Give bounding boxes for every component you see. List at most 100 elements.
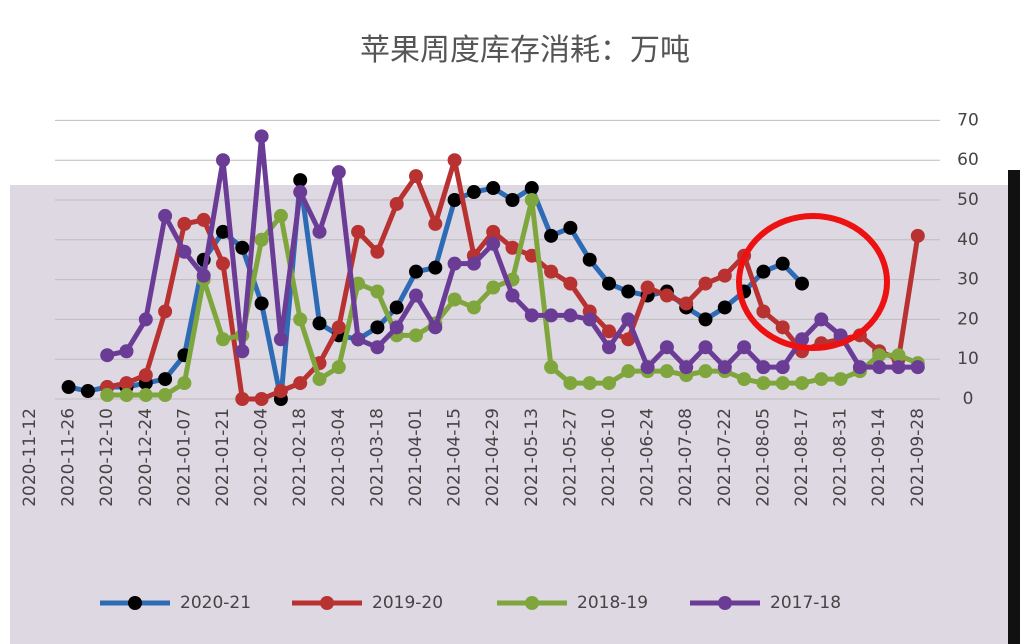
- x-tick-label: 2021-09-28: [908, 408, 928, 507]
- legend-label: 2020-21: [180, 593, 251, 613]
- data-point: [756, 376, 771, 391]
- x-tick-label: 2021-02-04: [252, 408, 272, 507]
- data-point: [293, 376, 308, 391]
- data-point: [621, 364, 636, 379]
- data-point: [737, 340, 752, 355]
- data-point: [544, 228, 559, 243]
- data-point: [216, 224, 230, 239]
- data-point: [273, 208, 288, 223]
- data-point: [795, 276, 809, 291]
- x-tick-label: 2021-07-08: [676, 408, 696, 507]
- data-point: [679, 296, 694, 311]
- y-tick-label: 0: [963, 389, 974, 409]
- data-point: [505, 240, 520, 255]
- data-point: [582, 312, 597, 327]
- data-point: [795, 376, 809, 391]
- data-point: [119, 344, 134, 359]
- x-tick-label: 2021-05-27: [560, 408, 580, 507]
- data-point: [872, 348, 887, 363]
- data-point: [833, 328, 848, 343]
- data-point: [312, 224, 327, 239]
- legend-marker: [128, 596, 142, 610]
- y-tick-label: 50: [957, 190, 979, 210]
- data-point: [312, 372, 327, 387]
- data-point: [216, 256, 230, 271]
- data-point: [466, 256, 481, 271]
- data-point: [293, 312, 308, 327]
- data-point: [621, 332, 636, 347]
- data-point: [891, 348, 906, 363]
- data-point: [775, 360, 790, 375]
- y-tick-label: 70: [957, 110, 979, 130]
- data-point: [814, 372, 829, 387]
- data-point: [505, 288, 520, 303]
- data-point: [428, 216, 443, 231]
- data-point: [100, 348, 115, 363]
- x-tick-label: 2021-08-05: [753, 408, 773, 507]
- data-point: [563, 220, 578, 235]
- data-point: [409, 169, 423, 184]
- data-point: [717, 268, 732, 283]
- data-point: [389, 300, 404, 315]
- x-tick-label: 2021-09-14: [869, 408, 889, 507]
- data-point: [447, 256, 462, 271]
- x-tick-label: 2021-04-15: [445, 408, 465, 507]
- data-point: [177, 376, 192, 391]
- data-point: [216, 332, 230, 347]
- data-point: [428, 320, 443, 335]
- data-point: [370, 340, 385, 355]
- y-tick-label: 40: [957, 230, 979, 250]
- data-point: [389, 196, 404, 211]
- data-point: [640, 360, 655, 375]
- data-point: [235, 392, 250, 406]
- data-point: [158, 388, 173, 403]
- data-point: [293, 173, 308, 188]
- data-point: [524, 193, 539, 207]
- x-tick-label: 2020-12-10: [97, 408, 117, 507]
- data-point: [119, 388, 134, 403]
- legend-marker: [525, 596, 539, 610]
- x-tick-label: 2021-04-01: [406, 408, 426, 507]
- x-tick-label: 2020-11-12: [20, 408, 40, 507]
- legend-label: 2017-18: [770, 593, 841, 613]
- data-point: [910, 228, 925, 243]
- data-point: [698, 276, 713, 291]
- data-point: [775, 320, 790, 335]
- data-point: [370, 284, 385, 299]
- data-point: [273, 384, 288, 399]
- data-point: [524, 308, 539, 323]
- data-point: [640, 280, 655, 295]
- data-point: [351, 224, 366, 239]
- x-tick-label: 2020-12-24: [136, 408, 156, 507]
- data-point: [833, 372, 848, 387]
- data-point: [486, 280, 501, 295]
- data-point: [466, 185, 481, 200]
- data-point: [659, 364, 674, 379]
- data-point: [254, 129, 269, 144]
- y-tick-label: 10: [957, 349, 979, 369]
- data-point: [331, 360, 346, 375]
- legend-marker: [320, 596, 334, 610]
- x-tick-label: 2021-04-29: [483, 408, 503, 507]
- data-point: [428, 260, 443, 275]
- data-point: [602, 340, 616, 355]
- data-point: [602, 324, 616, 339]
- x-tick-label: 2021-01-21: [213, 408, 233, 507]
- data-point: [466, 300, 481, 315]
- x-tick-label: 2021-07-22: [715, 408, 735, 507]
- data-point: [196, 268, 211, 283]
- y-tick-label: 30: [957, 270, 979, 290]
- data-point: [659, 288, 674, 303]
- data-point: [563, 276, 578, 291]
- legend-label: 2018-19: [577, 593, 648, 613]
- data-point: [679, 360, 694, 375]
- data-point: [621, 312, 636, 327]
- data-point: [775, 256, 790, 271]
- data-point: [756, 360, 771, 375]
- legend-label: 2019-20: [372, 593, 443, 613]
- data-point: [100, 388, 115, 403]
- data-point: [235, 344, 250, 359]
- data-point: [389, 320, 404, 335]
- y-tick-label: 20: [957, 309, 979, 329]
